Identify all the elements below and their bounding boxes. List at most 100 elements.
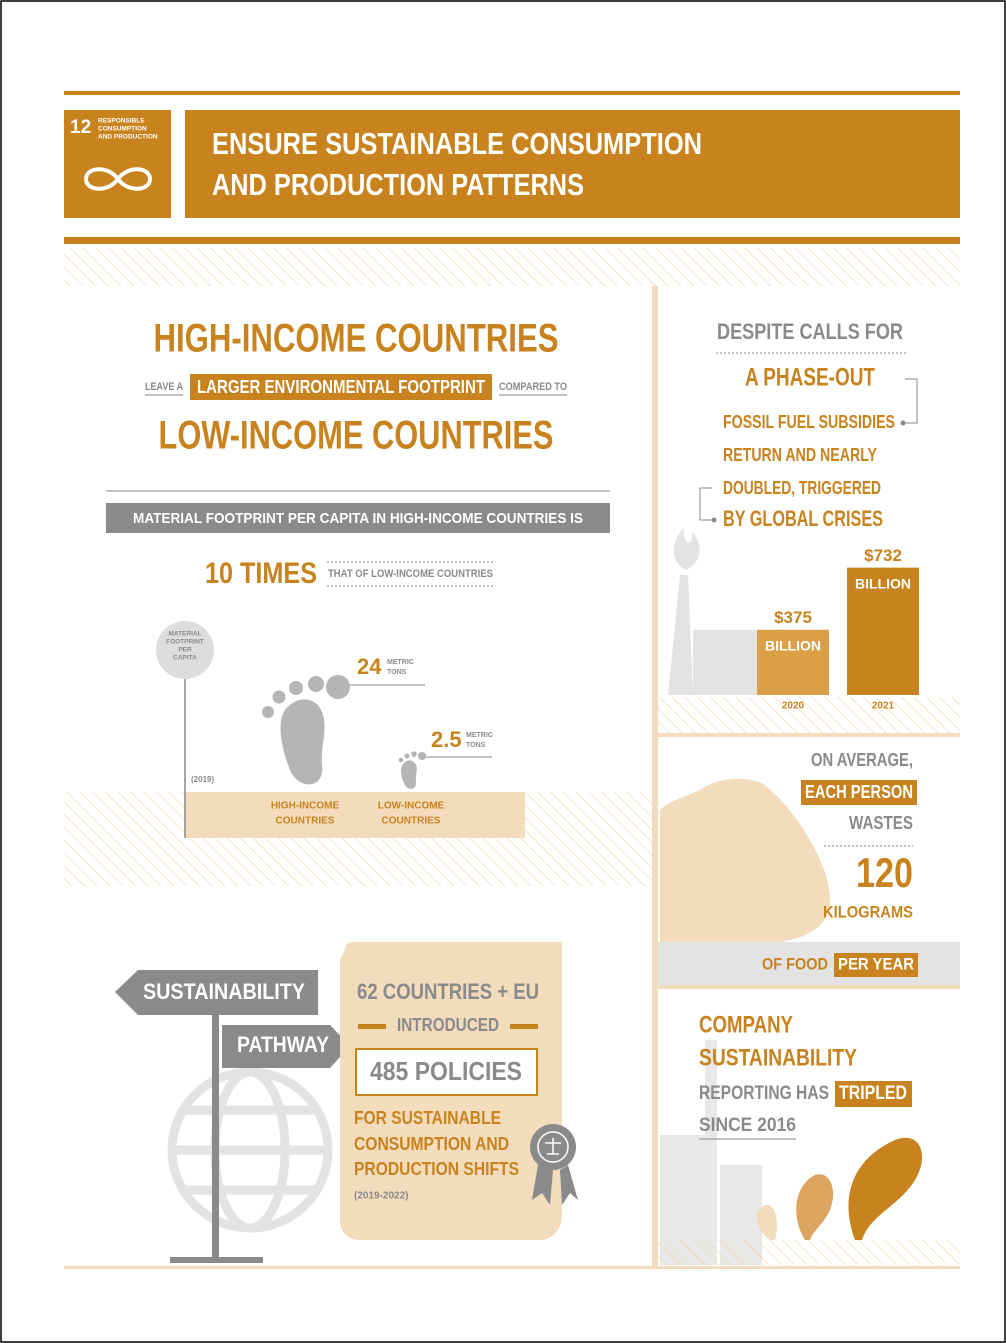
- goal-name: CONSUMPTION: [98, 126, 147, 133]
- text: SINCE 2016: [699, 1115, 796, 1136]
- hatch-ground: [656, 697, 960, 733]
- group-label: HIGH-INCOME: [271, 801, 340, 812]
- title-banner: [185, 110, 960, 218]
- value: 2.5: [431, 727, 462, 752]
- dash: [510, 1024, 538, 1029]
- highlight: TRIPLED: [839, 1083, 907, 1104]
- bracket-dot: [900, 420, 906, 426]
- sign-base: [170, 1257, 263, 1263]
- goal-name: AND PRODUCTION: [98, 134, 158, 141]
- buildings: [660, 1040, 762, 1265]
- body: DOUBLED, TRIGGERED: [723, 478, 881, 498]
- year: (2019): [191, 775, 214, 784]
- connector: LEAVE A: [145, 381, 183, 393]
- sign-pole: [212, 1010, 219, 1260]
- flame: [673, 528, 700, 570]
- chimney: [668, 575, 693, 695]
- text: WASTES: [849, 813, 913, 833]
- unit: METRIC: [466, 732, 493, 739]
- purpose: FOR SUSTAINABLE: [354, 1108, 501, 1128]
- count: 485 POLICIES: [370, 1056, 522, 1086]
- top-rule: [64, 91, 960, 95]
- bar-value-label: $375: [774, 608, 812, 627]
- text: COMPANY: [699, 1011, 793, 1038]
- hatch-ground: [658, 1240, 960, 1265]
- count-box: [355, 1048, 538, 1096]
- headline: LOW-INCOME COUNTRIES: [159, 414, 554, 458]
- phase-out: A PHASE-OUT: [745, 364, 875, 392]
- bar: [757, 629, 829, 695]
- purpose: PRODUCTION SHIFTS: [354, 1159, 519, 1179]
- text: ON AVERAGE,: [811, 750, 913, 770]
- multiple-note: THAT OF LOW-INCOME COUNTRIES: [328, 568, 493, 580]
- infinity-icon: [83, 167, 153, 191]
- goal-tile: [64, 110, 171, 218]
- unit: METRIC: [387, 659, 414, 666]
- foot: [401, 760, 417, 789]
- bar-value-label: $732: [864, 546, 902, 565]
- highlight-box: [801, 780, 917, 805]
- toe: [411, 751, 417, 757]
- toe: [308, 676, 324, 692]
- axis-label: PER: [178, 647, 192, 654]
- introduced: INTRODUCED: [397, 1015, 499, 1035]
- bar-year: 2021: [872, 701, 895, 712]
- group-label: COUNTRIES: [382, 816, 441, 827]
- body: FOSSIL FUEL SUBSIDIES: [723, 412, 895, 432]
- dash: [358, 1024, 386, 1029]
- highlight: EACH PERSON: [805, 782, 913, 802]
- toe: [418, 752, 426, 760]
- sign-text: SUSTAINABILITY: [143, 979, 305, 1004]
- group-label: COUNTRIES: [276, 816, 335, 827]
- highlight: LARGER ENVIRONMENTAL FOOTPRINT: [197, 377, 485, 397]
- subsidy-bars: $375 BILLION 2020 $732 BILLION 2021: [757, 546, 919, 712]
- sign-text: PATHWAY: [237, 1032, 329, 1057]
- countries: 62 COUNTRIES + EU: [357, 979, 539, 1004]
- bar-unit: BILLION: [855, 575, 911, 591]
- building: [705, 1040, 717, 1265]
- group-label: LOW-INCOME: [378, 801, 445, 812]
- unit: KILOGRAMS: [823, 902, 913, 921]
- tree: [796, 1174, 834, 1240]
- toe: [262, 706, 274, 718]
- highlight-box: [834, 953, 918, 977]
- small-footprint: [398, 751, 426, 789]
- bracket-dot: [711, 517, 717, 523]
- tree: [848, 1137, 923, 1240]
- bar-year: 2020: [782, 701, 805, 712]
- toe: [326, 675, 350, 699]
- toe: [289, 681, 303, 695]
- purpose: CONSUMPTION AND: [354, 1134, 509, 1154]
- axis-label: CAPITA: [173, 655, 197, 662]
- title: AND PRODUCTION PATTERNS: [212, 167, 584, 202]
- toe: [404, 753, 410, 759]
- bar-unit: BILLION: [765, 637, 821, 653]
- bar: [847, 567, 919, 695]
- headline: HIGH-INCOME COUNTRIES: [154, 317, 559, 361]
- foot: [280, 699, 325, 785]
- ribbon: [532, 1165, 578, 1205]
- lead: DESPITE CALLS FOR: [717, 319, 903, 344]
- unit: TONS: [466, 742, 486, 749]
- multiple: 10 TIMES: [205, 557, 317, 590]
- header-rule: [64, 237, 960, 244]
- medal-ring: [537, 1131, 569, 1163]
- trees: [756, 1137, 923, 1240]
- axis-label: FOOTPRINT: [166, 639, 204, 646]
- toe: [398, 757, 404, 763]
- toe: [272, 690, 286, 704]
- sign-arrow: [222, 1025, 350, 1068]
- period: (2019-2022): [354, 1191, 408, 1202]
- title: ENSURE SUSTAINABLE CONSUMPTION: [212, 126, 702, 161]
- highlight: PER YEAR: [838, 954, 914, 973]
- tree: [756, 1204, 777, 1240]
- hatch-band: [64, 248, 960, 286]
- text: SUSTAINABILITY: [699, 1044, 857, 1071]
- bracket: [699, 487, 714, 521]
- connector: COMPARED TO: [499, 381, 567, 393]
- body: BY GLOBAL CRISES: [723, 506, 883, 531]
